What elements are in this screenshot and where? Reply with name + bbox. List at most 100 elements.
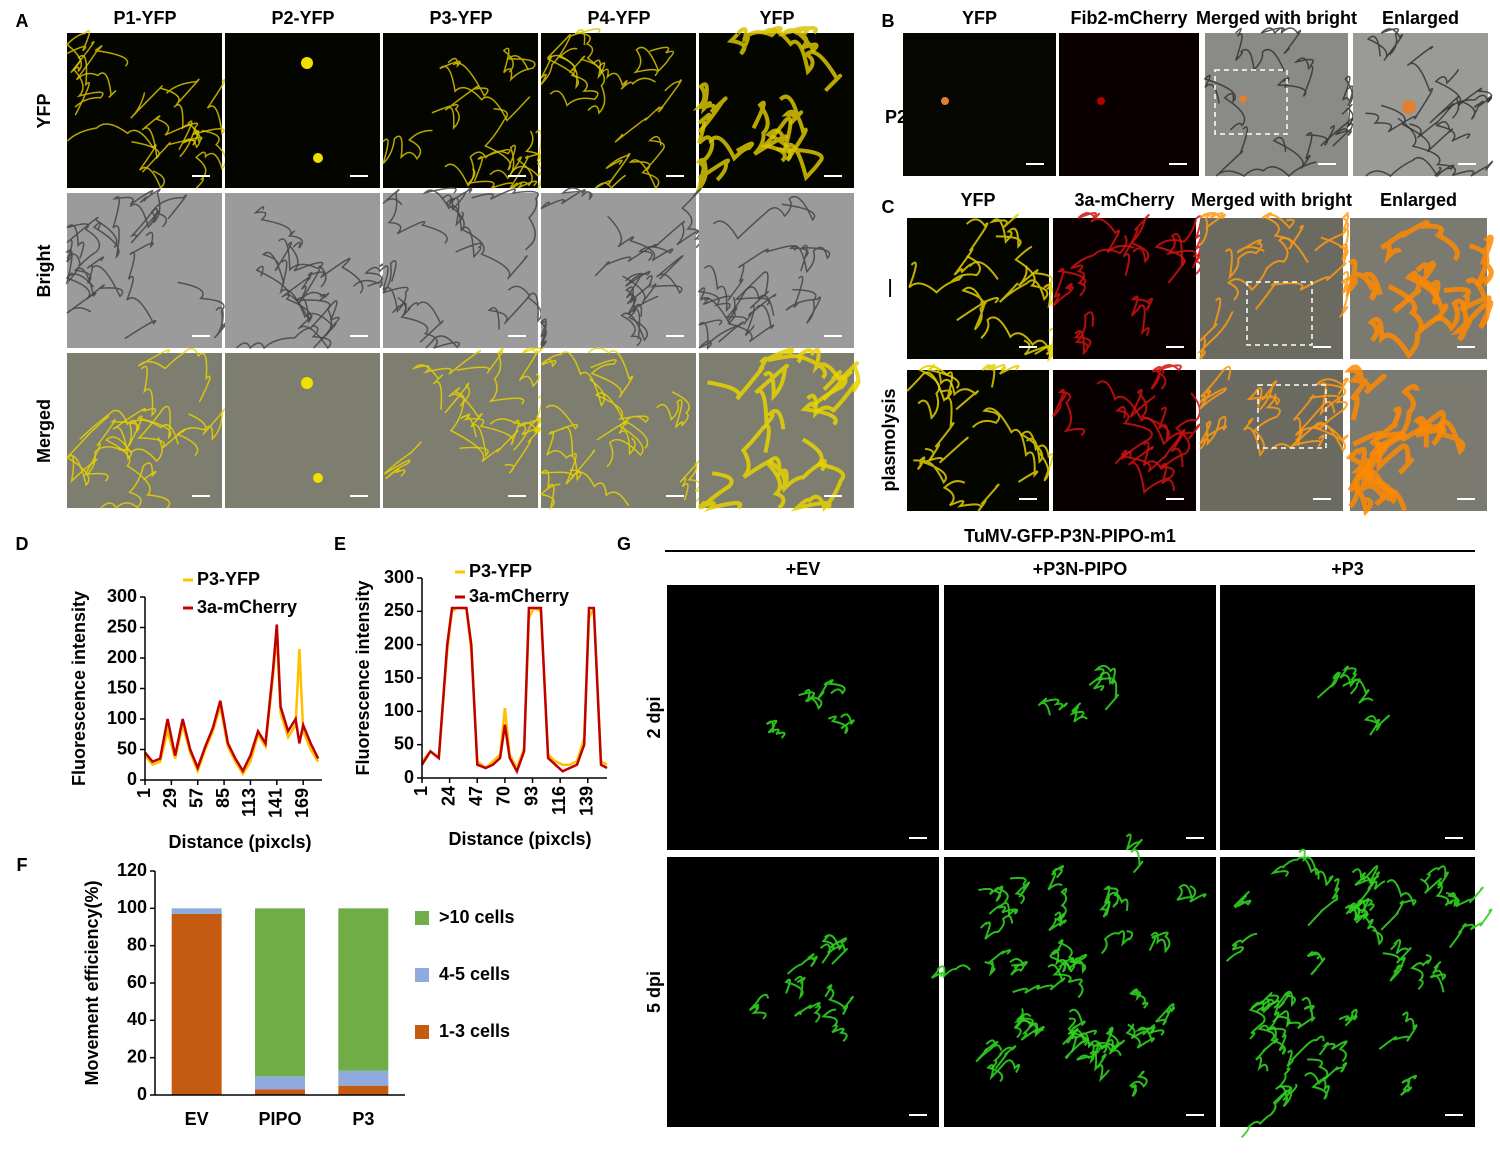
cell-wall	[788, 244, 831, 274]
cell-wall	[1130, 295, 1154, 337]
cell-wall	[235, 300, 338, 350]
cell-wall	[66, 256, 105, 314]
cell-wall	[980, 316, 1053, 356]
nucleolus	[1097, 97, 1105, 105]
column-header: P2-YFP	[271, 8, 334, 28]
cell-wall	[541, 351, 606, 407]
cell-wall	[1070, 234, 1128, 297]
cell-wall	[487, 285, 542, 330]
column-header: YFP	[962, 8, 997, 28]
cell-wall	[442, 187, 473, 227]
gfp-cell	[1047, 865, 1065, 891]
gfp-cell	[1318, 1040, 1348, 1063]
gfp-cell	[1286, 997, 1316, 1030]
cell-wall	[383, 441, 422, 480]
gfp-cell	[827, 713, 855, 735]
cell-wall	[697, 265, 731, 325]
column-header: +P3N-PIPO	[1033, 559, 1128, 579]
gfp-cell	[1128, 988, 1149, 1009]
column-header: Merged with bright	[1196, 8, 1357, 28]
cell-wall	[439, 57, 531, 122]
cell-wall	[942, 480, 1000, 512]
gfp-cell	[1449, 908, 1493, 949]
gfp-cell	[1089, 1050, 1110, 1083]
row-label: Bright	[34, 245, 54, 298]
legend-swatch	[415, 968, 429, 982]
cell-wall	[512, 130, 544, 189]
cell-wall	[1150, 364, 1182, 390]
cell-wall	[1380, 104, 1471, 153]
column-header: Enlarged	[1380, 190, 1457, 210]
cell-wall	[927, 364, 980, 411]
cell-wall	[397, 296, 461, 349]
x-tick-label: PIPO	[258, 1109, 301, 1129]
cell-wall	[177, 281, 228, 339]
y-tick-label: 300	[384, 567, 414, 587]
cell-wall	[1199, 415, 1227, 450]
cell-wall	[1314, 377, 1349, 417]
nucleus	[313, 153, 323, 163]
x-tick-label: 24	[438, 786, 458, 806]
cell-wall	[762, 26, 843, 93]
micrograph	[944, 857, 1216, 1127]
cell-wall	[971, 407, 1039, 483]
cell-wall	[1199, 212, 1227, 246]
panel-letter: B	[882, 11, 895, 31]
gfp-cell	[1176, 884, 1207, 903]
cell-wall	[281, 276, 332, 350]
cell-wall	[507, 156, 538, 189]
cell-wall	[1052, 267, 1087, 307]
x-tick-label: 29	[160, 788, 180, 808]
y-tick-label: 100	[107, 708, 137, 728]
data-line	[420, 606, 608, 775]
gfp-cell	[1304, 1072, 1330, 1100]
gfp-cell	[1380, 879, 1417, 931]
gfp-cell	[1128, 1070, 1148, 1098]
x-tick-label: 1	[134, 788, 154, 798]
x-axis-label: Distance (pixcls)	[448, 829, 591, 849]
gfp-cell	[1088, 664, 1116, 686]
gfp-cell	[1306, 951, 1326, 976]
x-tick-label: 169	[292, 788, 312, 818]
panel-letter: C	[882, 197, 895, 217]
x-tick-label: 93	[521, 786, 541, 806]
cell-wall	[422, 187, 465, 232]
cell-wall	[1052, 388, 1086, 437]
column-header: Fib2-mCherry	[1070, 8, 1187, 28]
cell-wall	[1347, 465, 1394, 517]
nucleus	[313, 473, 323, 483]
cell-wall	[624, 270, 651, 317]
cell-wall	[1122, 214, 1150, 276]
y-tick-label: 50	[394, 733, 414, 753]
cell-wall	[66, 223, 101, 267]
gfp-cell	[1093, 671, 1119, 711]
cell-wall	[431, 62, 489, 130]
cell-wall	[628, 135, 665, 190]
cell-wall	[1215, 126, 1317, 178]
cell-wall	[697, 471, 743, 512]
cell-wall	[549, 47, 599, 107]
panel-letter: D	[16, 534, 29, 554]
x-tick-label: 57	[186, 788, 206, 808]
cell-wall	[681, 187, 702, 249]
cell-wall	[466, 129, 543, 189]
cell-wall	[1017, 265, 1055, 309]
row-label: 2 dpi	[644, 696, 664, 738]
cell-wall	[1165, 233, 1202, 284]
cell-wall	[956, 286, 999, 331]
micrograph	[225, 353, 380, 508]
column-header: Merged with bright	[1191, 190, 1352, 210]
cell-wall	[352, 263, 386, 289]
gfp-cell	[1270, 856, 1320, 880]
cell-wall	[561, 426, 630, 507]
micrograph	[907, 370, 1049, 511]
cell-wall	[1260, 27, 1302, 55]
y-tick-label: 150	[107, 677, 137, 697]
cell-wall	[141, 78, 226, 173]
cell-wall	[692, 82, 728, 134]
x-tick-label: P3	[352, 1109, 374, 1129]
gfp-cell	[798, 689, 823, 711]
row-label: —	[879, 279, 899, 297]
cell-wall	[502, 47, 536, 82]
cell-wall	[1077, 212, 1135, 254]
